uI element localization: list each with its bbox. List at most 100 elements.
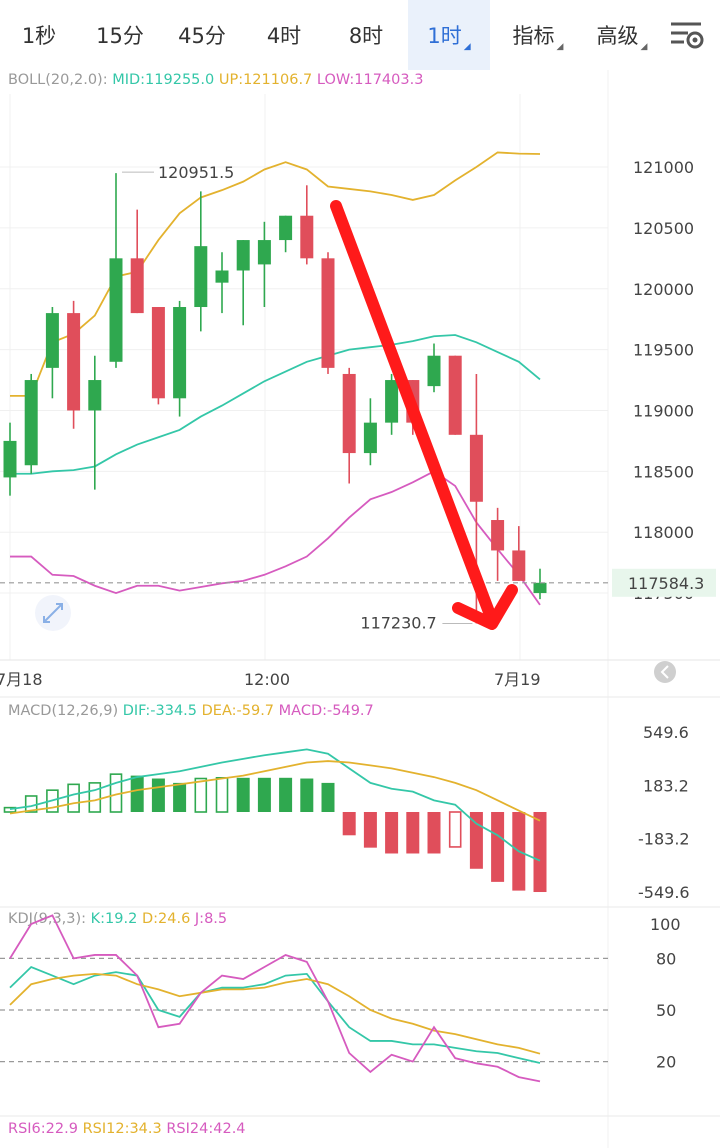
dropdown-triangle-icon: ◢: [640, 42, 648, 52]
candle: [24, 373, 38, 474]
main-y-tick-label: 118500: [633, 462, 694, 481]
candle: [448, 355, 462, 435]
candle: [45, 307, 59, 399]
macd-histogram-bar: [300, 778, 314, 812]
candle-body: [109, 258, 123, 362]
chart-settings-icon[interactable]: [668, 18, 706, 52]
candle-body: [67, 313, 81, 411]
macd-histogram-bar: [491, 812, 505, 882]
candle: [512, 526, 526, 581]
candle-body: [215, 270, 229, 283]
macd-histogram-bar: [342, 812, 356, 836]
tab-1s[interactable]: 1秒: [21, 24, 57, 48]
boll-mid-line: [10, 334, 541, 475]
tab-4h[interactable]: 4时: [266, 24, 302, 48]
candle-body: [151, 307, 165, 399]
macd-histogram-bar: [363, 812, 377, 848]
timeframe-tabs: 1秒 15分 45分 4时 8时 1时 ◢ 指标 ◢ 高级 ◢: [0, 0, 720, 70]
candle: [88, 355, 102, 490]
candle: [342, 367, 356, 484]
candle: [321, 252, 335, 374]
macd-histogram-bar: [130, 775, 144, 812]
candle-body: [24, 380, 38, 466]
candle: [194, 191, 208, 332]
last-price-tag-bg: [612, 568, 716, 597]
candle-body: [512, 550, 526, 581]
candle-body: [491, 520, 505, 551]
candle-body: [533, 582, 547, 594]
kdj-y-tick-label: 100: [650, 915, 681, 934]
macd-histogram-bar: [215, 776, 229, 813]
macd-histogram-bar: [385, 812, 399, 854]
macd-y-tick-label: -183.2: [638, 830, 690, 849]
macd-histogram-bar: [88, 782, 102, 813]
rsi-header: RSI6:22.9 RSI12:34.3 RSI24:42.4: [8, 1121, 246, 1137]
macd-histogram-bar: [151, 778, 165, 812]
candle: [173, 300, 187, 417]
tab-45m[interactable]: 45分: [178, 24, 226, 48]
main-y-tick-label: 118000: [633, 523, 694, 542]
candle-body: [236, 240, 250, 271]
kdj-y-tick-label: 20: [656, 1053, 676, 1072]
collapse-pane-icon: [654, 661, 676, 683]
trend-arrow-head: [452, 584, 518, 630]
kdj-d-line: [9, 972, 541, 1055]
kdj-header: KDJ(9,3,3): K:19.2 D:24.6 J:8.5: [8, 911, 228, 927]
last-price-tag: 117584.3: [628, 574, 704, 593]
macd-histogram-bar: [67, 783, 80, 813]
candle-body: [194, 246, 208, 308]
candle: [300, 185, 314, 265]
candle-body: [427, 355, 441, 387]
macd-histogram-bar: [321, 782, 335, 812]
boll-low-line: [10, 470, 541, 606]
candle: [236, 240, 250, 326]
expand-icon-glyph: [43, 603, 63, 623]
macd-y-tick-label: 549.6: [643, 723, 689, 742]
dropdown-triangle-icon: ◢: [556, 42, 564, 52]
tab-1h[interactable]: 1时 ◢: [408, 0, 490, 70]
candle: [215, 252, 229, 314]
tab-indicators[interactable]: 指标 ◢: [512, 24, 564, 52]
candle: [67, 300, 81, 429]
kdj-j-line: [9, 914, 541, 1083]
candle: [151, 307, 165, 405]
candle-body: [300, 215, 314, 259]
macd-histogram-bar: [173, 782, 187, 812]
candle-body: [279, 215, 293, 241]
macd-histogram-bar: [533, 812, 547, 893]
tab-8h[interactable]: 8时: [348, 24, 384, 48]
macd-histogram-bar: [448, 811, 462, 848]
macd-histogram-bar: [194, 777, 208, 813]
price-chart[interactable]: 121000 120500 120000 119500 119000 118500 1180…: [0, 70, 720, 1148]
macd-histogram-bar: [279, 777, 293, 812]
x-axis-label: 7月19: [494, 670, 541, 689]
candle-body: [3, 440, 17, 478]
tab-15m[interactable]: 15分: [96, 24, 144, 48]
dropdown-triangle-icon: ◢: [463, 42, 471, 52]
candle: [385, 373, 399, 435]
macd-histogram-bar: [257, 777, 271, 812]
macd-dif-line: [9, 748, 541, 862]
macd-histogram-bar: [3, 806, 17, 813]
candle: [363, 398, 377, 466]
main-y-tick-label: 119000: [633, 401, 694, 420]
main-y-tick-label: 119500: [633, 341, 694, 360]
macd-histogram-bar: [406, 812, 420, 854]
candle-body: [363, 422, 377, 454]
candle: [533, 568, 547, 600]
tab-advanced[interactable]: 高级 ◢: [596, 24, 648, 52]
candle: [257, 221, 271, 308]
candle: [109, 173, 123, 368]
trend-arrow-shaft: [330, 200, 498, 626]
high-price-label: 120951.5: [158, 163, 234, 182]
candle-body: [130, 258, 144, 314]
kdj-y-tick-label: 50: [656, 1001, 676, 1020]
candle-body: [257, 240, 271, 265]
boll-header: BOLL(20,2.0): MID:119255.0 UP:121106.7 L…: [8, 72, 424, 88]
candle-body: [45, 313, 59, 368]
x-axis-label: 7月18: [0, 670, 43, 689]
macd-dea-line: [9, 760, 541, 822]
macd-histogram-bar: [427, 812, 441, 854]
candle-body: [88, 380, 102, 411]
kdj-y-tick-label: 80: [656, 949, 676, 968]
